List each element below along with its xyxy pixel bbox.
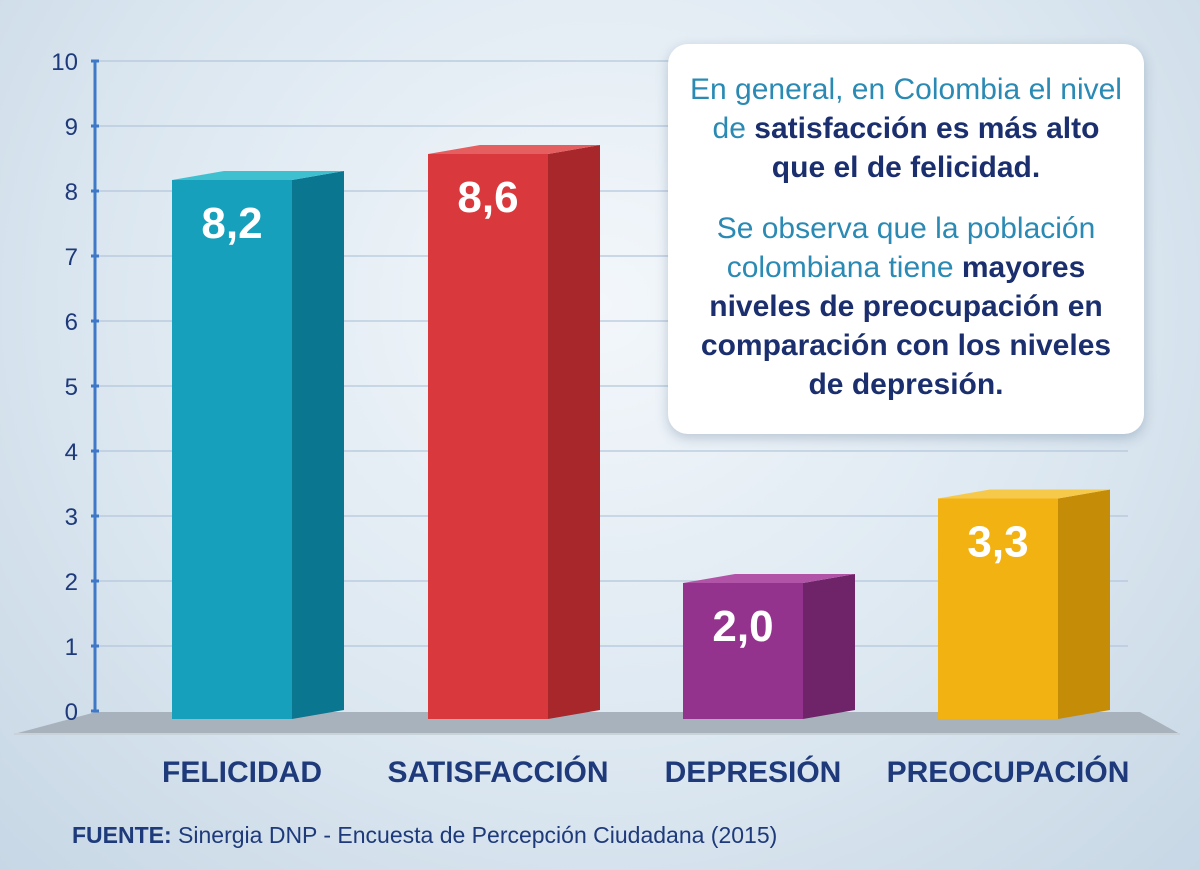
bar-top-face (938, 489, 1110, 499)
y-tick-label: 6 (65, 309, 78, 336)
bar-front-face (172, 180, 292, 719)
bar-top-face (428, 145, 600, 154)
bar-front-face (683, 583, 803, 719)
y-tick-label: 0 (65, 699, 78, 726)
source-label: FUENTE: (72, 822, 172, 848)
y-tick-label: 3 (65, 504, 78, 531)
category-label: PREOCUPACIÓN (887, 755, 1130, 789)
bar-preocupación (938, 489, 1110, 719)
bar-top-face (683, 574, 855, 583)
bar-front-face (938, 498, 1058, 719)
bar-side-face (803, 574, 855, 719)
bar-top-face (172, 171, 344, 180)
y-tick-label: 4 (65, 439, 78, 466)
source-text: Sinergia DNP - Encuesta de Percepción Ci… (171, 822, 778, 848)
annotation-p2-text: Se observa que la población colombiana t… (716, 212, 1096, 284)
annotation-p2-bold: mayores niveles de preocupación en compa… (700, 251, 1112, 401)
y-tick-label: 1 (65, 634, 78, 661)
bar-side-face (292, 171, 344, 719)
bar-side-face (1058, 489, 1110, 719)
bar-front-face (428, 154, 548, 719)
bar-side-face (548, 145, 600, 719)
annotation-p1-bold: satisfacción es más alto que el de felic… (754, 112, 1100, 184)
annotation-box: En general, en Colombia el nivel de sati… (668, 44, 1144, 434)
category-label: FELICIDAD (162, 756, 322, 789)
bar-value-label: 8,6 (457, 173, 518, 222)
bar-value-label: 3,3 (967, 518, 1028, 567)
y-tick-label: 5 (65, 374, 78, 401)
bar-value-label: 2,0 (712, 602, 773, 651)
bar-satisfacción (428, 145, 600, 719)
y-tick-label: 2 (65, 569, 78, 596)
y-tick-label: 7 (65, 244, 78, 271)
annotation-paragraph-1: En general, en Colombia el nivel de sati… (686, 70, 1126, 187)
bar-depresión (683, 574, 855, 719)
y-tick-label: 10 (51, 49, 78, 76)
source-note: FUENTE: Sinergia DNP - Encuesta de Perce… (72, 822, 777, 849)
bar-felicidad (172, 171, 344, 719)
chart-floor (14, 712, 1180, 734)
y-tick-label: 9 (65, 114, 78, 141)
annotation-paragraph-2: Se observa que la población colombiana t… (686, 209, 1126, 404)
annotation-p1-text: En general, en Colombia el nivel de (690, 73, 1122, 145)
bar-value-label: 8,2 (201, 199, 262, 248)
category-label: SATISFACCIÓN (387, 755, 608, 789)
y-tick-label: 8 (65, 179, 78, 206)
category-label: DEPRESIÓN (665, 755, 842, 789)
